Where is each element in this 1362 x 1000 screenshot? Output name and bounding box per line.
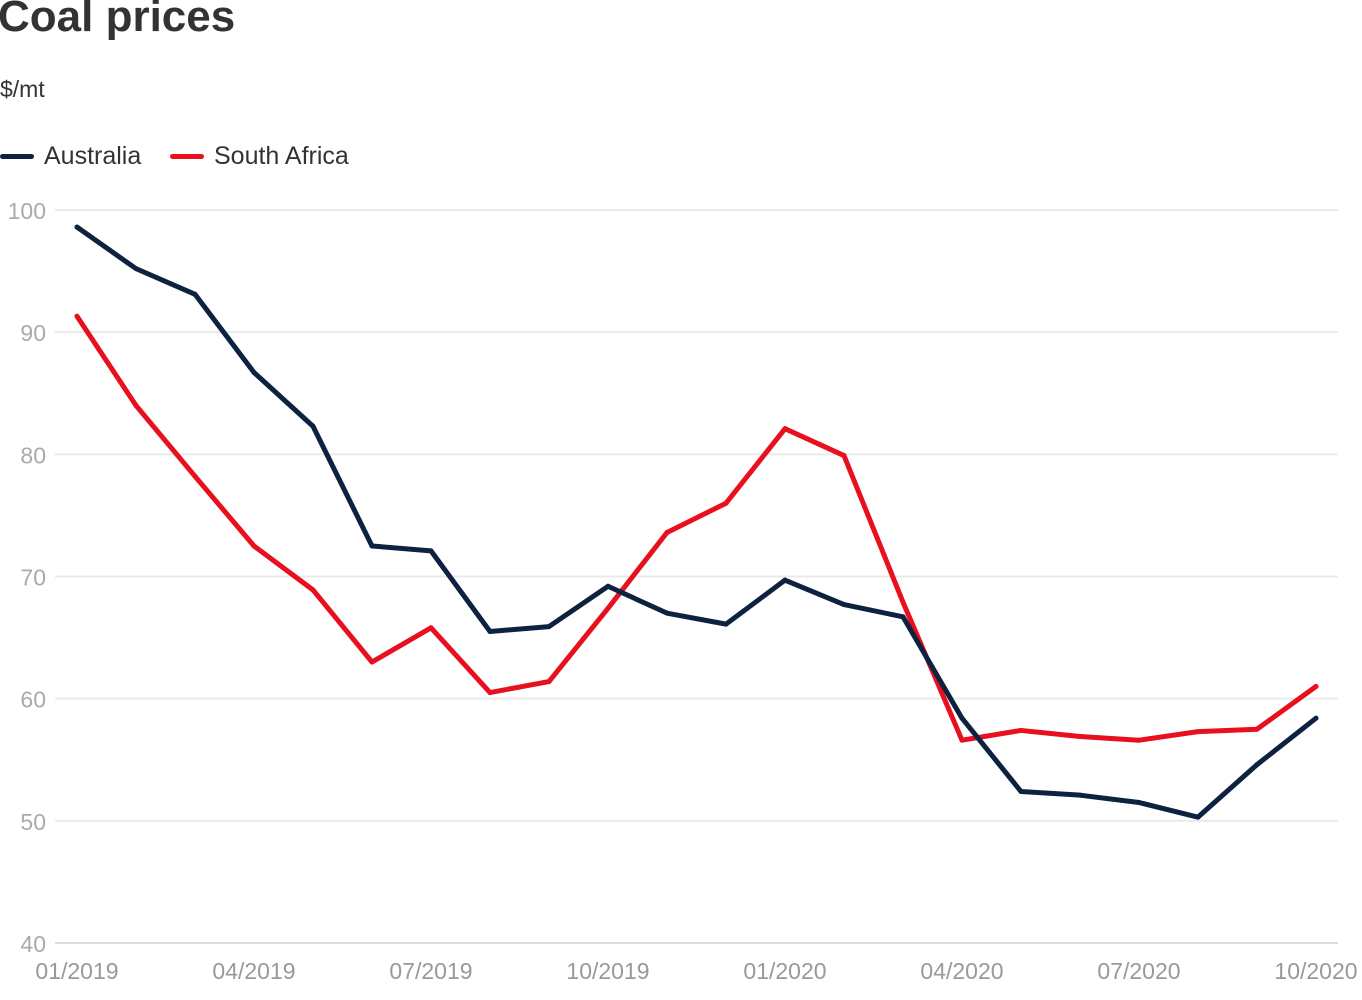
x-tick-label-07-2020: 07/2020 [1097,958,1180,984]
data-point-south-africa-7 [487,690,493,696]
legend-item-south-africa: South Africa [170,142,349,171]
data-point-australia-17 [1077,792,1083,798]
data-point-australia-14 [900,614,906,620]
data-point-australia-15 [959,715,965,721]
chart-title: Coal prices [0,0,236,41]
data-point-australia-8 [546,624,552,630]
x-tick-label-07-2019: 07/2019 [389,958,472,984]
data-point-australia-9 [605,583,611,589]
y-tick-label-80: 80 [20,442,46,468]
data-point-south-africa-4 [310,587,316,593]
data-point-south-africa-14 [900,599,906,605]
data-point-south-africa-3 [251,543,257,549]
data-point-south-africa-2 [192,473,198,479]
y-tick-label-40: 40 [20,931,46,957]
x-tick-label-10-2019: 10/2019 [566,958,649,984]
data-point-south-africa-10 [664,530,670,536]
data-point-south-africa-9 [605,605,611,611]
data-point-australia-0 [74,224,80,230]
y-tick-label-50: 50 [20,809,46,835]
data-point-south-africa-11 [723,500,729,506]
legend-label-south-africa: South Africa [214,142,349,170]
legend-item-australia: Australia [0,142,141,171]
data-point-australia-4 [310,423,316,429]
data-point-south-africa-12 [782,426,788,432]
data-point-australia-13 [841,602,847,608]
data-point-south-africa-16 [1018,727,1024,733]
data-point-south-africa-20 [1254,726,1260,732]
data-point-australia-16 [1018,789,1024,795]
data-point-south-africa-17 [1077,734,1083,740]
data-point-australia-11 [723,621,729,627]
data-point-australia-5 [369,543,375,549]
data-point-south-africa-1 [133,402,139,408]
legend-swatch-australia [0,154,34,159]
data-point-australia-6 [428,548,434,554]
y-tick-label-100: 100 [8,198,46,224]
data-point-south-africa-15 [959,737,965,743]
series-line-australia [74,224,1319,820]
legend-label-australia: Australia [44,142,142,170]
data-point-australia-7 [487,628,493,634]
data-point-australia-18 [1136,800,1142,806]
legend-swatch-south-africa [170,154,204,159]
x-tick-label-04-2020: 04/2020 [920,958,1003,984]
data-point-south-africa-6 [428,625,434,631]
data-point-south-africa-8 [546,679,552,685]
x-tick-label-04-2019: 04/2019 [212,958,295,984]
y-axis-unit: $/mt [0,76,45,102]
series-line-south-africa [74,313,1319,743]
data-point-australia-21 [1313,715,1319,721]
data-point-australia-2 [192,291,198,297]
data-point-south-africa-19 [1195,729,1201,735]
data-point-australia-20 [1254,762,1260,768]
x-tick-label-10-2020: 10/2020 [1274,958,1357,984]
data-point-australia-10 [664,610,670,616]
data-point-south-africa-21 [1313,683,1319,689]
data-point-south-africa-18 [1136,737,1142,743]
y-tick-label-60: 60 [20,687,46,713]
x-tick-label-01-2019: 01/2019 [35,958,118,984]
x-tick-label-01-2020: 01/2020 [743,958,826,984]
data-point-australia-3 [251,369,257,375]
data-point-south-africa-5 [369,659,375,665]
y-tick-label-70: 70 [20,565,46,591]
data-point-australia-19 [1195,814,1201,820]
y-tick-label-90: 90 [20,320,46,346]
data-point-australia-12 [782,577,788,583]
data-point-south-africa-0 [74,313,80,319]
data-point-australia-1 [133,266,139,272]
data-point-south-africa-13 [841,453,847,459]
